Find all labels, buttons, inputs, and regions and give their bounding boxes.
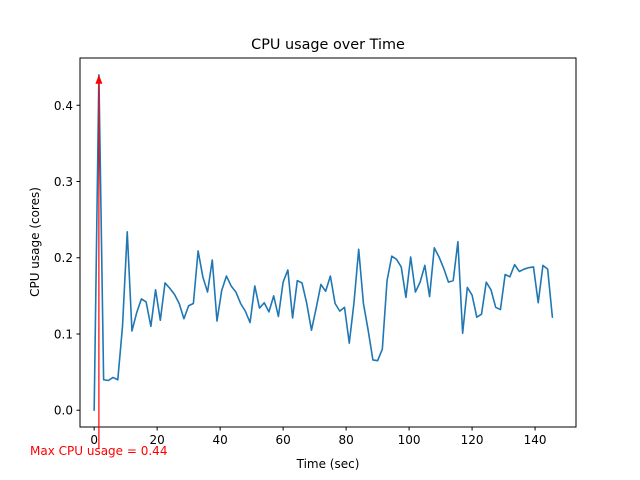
y-tick-label: 0.2 [54, 251, 73, 265]
y-tick-label: 0.1 [54, 327, 73, 341]
y-axis-ticks: 0.0 0.1 0.2 0.3 0.4 [54, 99, 80, 418]
x-tick-label: 60 [275, 433, 290, 447]
y-tick-label: 0.4 [54, 99, 73, 113]
x-tick-label: 20 [150, 433, 165, 447]
y-axis-label: CPU usage (cores) [28, 187, 42, 297]
y-tick-label: 0.3 [54, 175, 73, 189]
x-axis-label: Time (sec) [296, 457, 360, 471]
x-tick-label: 0 [90, 433, 98, 447]
x-tick-label: 140 [524, 433, 547, 447]
x-axis-ticks: 0 20 40 60 80 100 120 140 [90, 427, 547, 447]
max-annotation-label: Max CPU usage = 0.44 [30, 444, 167, 458]
y-tick-label: 0.0 [54, 404, 73, 418]
x-tick-label: 120 [461, 433, 484, 447]
chart-title: CPU usage over Time [251, 37, 405, 53]
x-tick-label: 80 [338, 433, 353, 447]
x-tick-label: 40 [212, 433, 227, 447]
x-tick-label: 100 [398, 433, 421, 447]
max-annotation-arrowhead [95, 74, 103, 84]
cpu-usage-line [93, 73, 554, 412]
plot-area [79, 57, 577, 428]
